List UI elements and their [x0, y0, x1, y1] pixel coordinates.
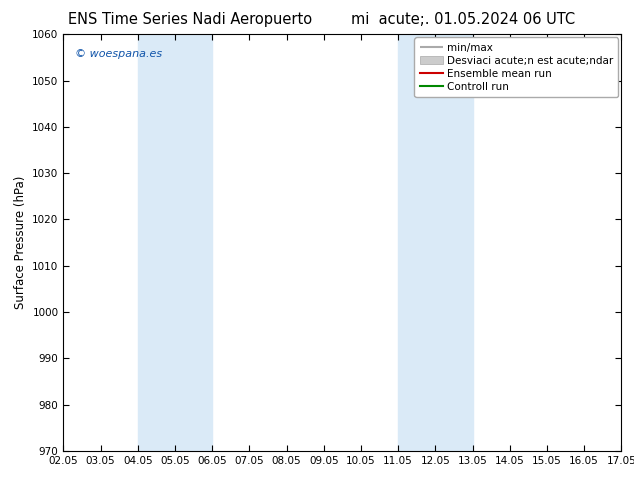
Text: mi  acute;. 01.05.2024 06 UTC: mi acute;. 01.05.2024 06 UTC [351, 12, 575, 27]
Bar [398, 34, 472, 451]
Y-axis label: Surface Pressure (hPa): Surface Pressure (hPa) [14, 176, 27, 309]
Text: © woespana.es: © woespana.es [75, 49, 162, 59]
Bar [138, 34, 212, 451]
Legend: min/max, Desviaci acute;n est acute;ndar, Ensemble mean run, Controll run: min/max, Desviaci acute;n est acute;ndar… [415, 37, 618, 97]
Text: ENS Time Series Nadi Aeropuerto: ENS Time Series Nadi Aeropuerto [68, 12, 313, 27]
